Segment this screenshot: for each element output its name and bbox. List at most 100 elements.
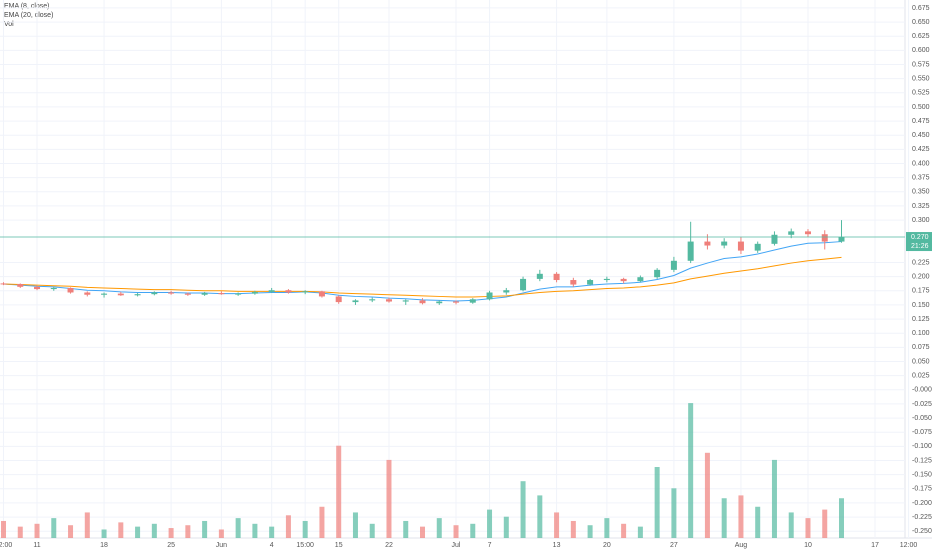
volume-bar — [386, 459, 392, 538]
volume-bar — [537, 495, 543, 538]
volume-bar — [805, 518, 811, 538]
y-tick-label: -0.000 — [912, 387, 932, 394]
candle-body — [804, 231, 811, 235]
volume-bar — [51, 518, 57, 538]
x-tick-label: Jul — [452, 542, 461, 549]
candle-body — [251, 291, 258, 294]
volume-bar — [453, 525, 459, 538]
y-tick-label: 0.325 — [912, 203, 930, 210]
candle-body — [838, 237, 845, 242]
volume-bar — [185, 525, 191, 538]
volume-bar — [151, 523, 157, 538]
y-tick-label: 0.425 — [912, 146, 930, 153]
y-tick-label: 0.225 — [912, 259, 930, 266]
y-tick-label: -0.225 — [912, 514, 932, 521]
volume-bar — [688, 403, 694, 538]
candle-body — [670, 260, 677, 270]
y-tick-label: 0.575 — [912, 61, 930, 68]
x-tick-label: 15:00 — [296, 542, 314, 549]
volume-bar — [771, 459, 777, 538]
candle-body — [168, 292, 175, 294]
y-tick-label: 0.350 — [912, 189, 930, 196]
candle-body — [184, 293, 191, 295]
candle-body — [587, 280, 594, 285]
volume-bar — [788, 512, 794, 538]
volume-bar — [587, 525, 593, 538]
volume-bar — [470, 523, 476, 538]
y-tick-label: 0.600 — [912, 47, 930, 54]
candle-body — [553, 273, 560, 281]
candle-body — [754, 243, 761, 251]
volume-bar — [302, 520, 308, 538]
y-tick-label: 0.675 — [912, 5, 930, 12]
candle-body — [67, 287, 74, 293]
volume-bar — [1, 520, 6, 538]
candle-body — [704, 241, 711, 246]
y-tick-label: 0.475 — [912, 118, 930, 125]
candle-body — [721, 241, 728, 246]
volume-bar — [101, 529, 107, 538]
volume-bar — [269, 526, 275, 538]
countdown: 21:26 — [911, 243, 929, 250]
x-tick-label: Aug — [735, 542, 748, 549]
candle-body — [637, 277, 644, 282]
x-tick-label: 12:00 — [0, 542, 12, 549]
volume-bar — [336, 445, 342, 538]
legend-entry: EMA (20, close) — [4, 12, 53, 19]
legend-entry: Vol — [4, 21, 14, 28]
volume-bar — [252, 523, 258, 538]
x-tick-label: 15 — [335, 542, 343, 549]
volume-bar — [202, 520, 208, 538]
candle-body — [503, 290, 510, 293]
legend: EMA (8, close) EMA (20, close) Vol — [4, 3, 53, 28]
volume-bar — [503, 516, 509, 538]
y-tick-label: 0.150 — [912, 302, 930, 309]
candle-body — [134, 294, 141, 296]
legend-entry: EMA (8, close) — [4, 3, 50, 10]
candle-body — [268, 290, 275, 292]
y-tick-label: 0.175 — [912, 288, 930, 295]
candle-body — [318, 291, 325, 297]
candle-body — [603, 278, 610, 281]
volume-bar — [721, 498, 727, 538]
candle-body — [453, 301, 460, 303]
candle-body — [0, 283, 7, 285]
volume-bar — [755, 506, 761, 538]
y-tick-label: -0.175 — [912, 486, 932, 493]
candle-body — [17, 283, 24, 287]
volume-bar — [637, 526, 643, 538]
y-tick-label: 0.100 — [912, 330, 930, 337]
x-tick-label: 7 — [488, 542, 492, 549]
candle-body — [34, 286, 41, 290]
candle-body — [335, 296, 342, 303]
y-tick-label: 0.450 — [912, 132, 930, 139]
volume-bar — [487, 509, 493, 538]
volume-bar — [822, 509, 828, 538]
candle-body — [50, 287, 57, 290]
candle-body — [436, 301, 443, 304]
candle-body — [218, 293, 225, 295]
candle-body — [536, 273, 543, 279]
volume-bar — [17, 526, 23, 538]
candle-body — [117, 293, 124, 296]
x-tick-label: 12:00 — [900, 542, 918, 549]
y-tick-label: 0.075 — [912, 344, 930, 351]
y-tick-label: -0.100 — [912, 443, 932, 450]
volume-bar — [738, 495, 744, 538]
y-tick-label: -0.150 — [912, 471, 932, 478]
x-tick-label: 18 — [100, 542, 108, 549]
volume-bar — [285, 515, 291, 538]
volume-bar — [168, 528, 174, 538]
candle-body — [737, 241, 744, 251]
volume-bar — [671, 488, 677, 538]
volume-bar — [704, 452, 710, 538]
volume-bar — [403, 520, 409, 538]
y-tick-label: 0.050 — [912, 358, 930, 365]
candle-body — [419, 300, 426, 304]
y-tick-label: 0.125 — [912, 316, 930, 323]
x-tick-label: Jun — [216, 542, 227, 549]
candle-body — [520, 278, 527, 291]
